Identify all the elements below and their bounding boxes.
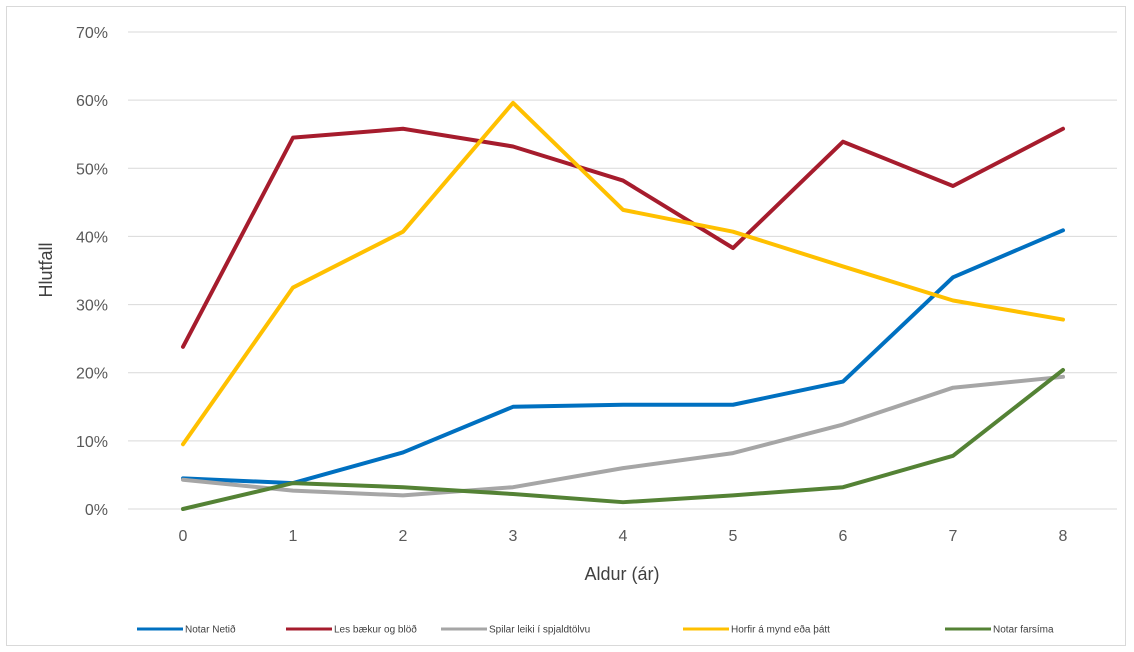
x-tick-label-2: 2 xyxy=(399,528,408,545)
legend-label-3: Spilar leiki í spjaldtölvu xyxy=(489,625,590,636)
y-tick-label-40: 40% xyxy=(76,229,108,246)
x-tick-label-3: 3 xyxy=(509,528,518,545)
x-tick-label-4: 4 xyxy=(619,528,628,545)
series-line-3 xyxy=(181,374,1065,498)
x-tick-label-6: 6 xyxy=(839,528,848,545)
x-tick-label-0: 0 xyxy=(179,528,188,545)
series-lines xyxy=(181,100,1065,511)
x-axis-title: Aldur (ár) xyxy=(584,564,659,584)
legend-label-1: Notar Netið xyxy=(185,624,236,636)
x-tick-label-5: 5 xyxy=(729,528,738,545)
legend-label-2: Les bækur og blöð xyxy=(334,624,417,636)
y-tick-label-60: 60% xyxy=(76,93,108,110)
y-tick-label-30: 30% xyxy=(76,298,108,315)
series-line-4 xyxy=(181,100,1065,447)
x-tick-label-8: 8 xyxy=(1059,528,1068,545)
y-axis-ticks: 0% 10% 20% 30% 40% 50% 60% 70% xyxy=(76,25,108,519)
y-tick-label-20: 20% xyxy=(76,366,108,383)
series-line-2 xyxy=(181,126,1065,349)
legend: Notar Netið Les bækur og blöð Spilar leiki… xyxy=(137,624,1054,636)
x-axis-ticks: 0 1 2 3 4 5 6 7 8 xyxy=(179,528,1068,545)
y-axis-title: Hlutfall xyxy=(36,242,56,297)
y-tick-label-0: 0% xyxy=(85,502,108,519)
gridlines xyxy=(128,31,1117,510)
series-line-1 xyxy=(181,228,1065,486)
x-tick-label-7: 7 xyxy=(949,528,958,545)
legend-label-5: Notar farsíma xyxy=(993,625,1054,636)
x-tick-label-1: 1 xyxy=(289,528,298,545)
y-tick-label-10: 10% xyxy=(76,434,108,451)
y-tick-label-50: 50% xyxy=(76,161,108,178)
y-tick-label-70: 70% xyxy=(76,25,108,42)
legend-label-4: Horfir á mynd eða þátt xyxy=(731,624,830,636)
series-line-5 xyxy=(181,367,1065,511)
